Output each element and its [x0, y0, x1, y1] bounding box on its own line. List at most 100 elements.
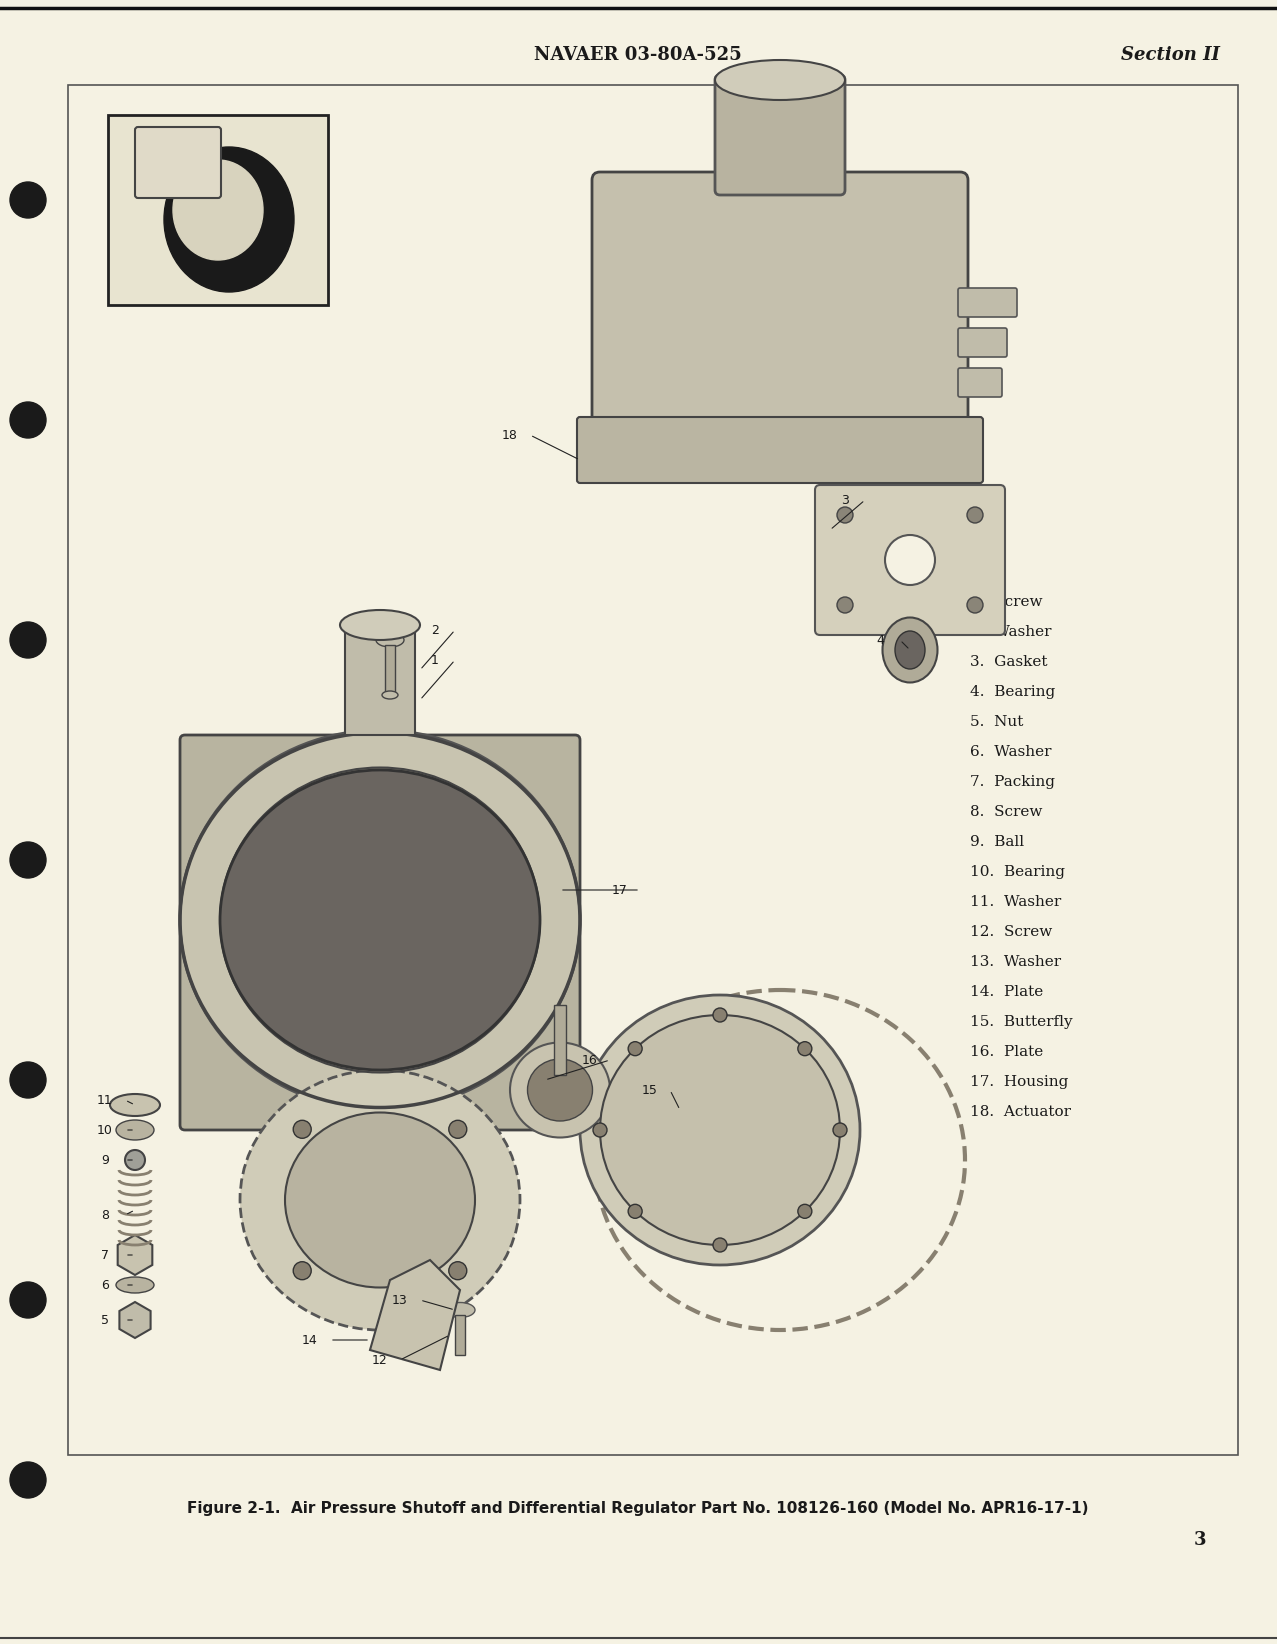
- Ellipse shape: [116, 1277, 155, 1292]
- Text: 3: 3: [1194, 1531, 1207, 1549]
- Text: 16: 16: [582, 1054, 598, 1067]
- Bar: [455, 1315, 465, 1355]
- Ellipse shape: [220, 769, 540, 1070]
- Ellipse shape: [580, 995, 859, 1264]
- Text: 15: 15: [642, 1083, 658, 1097]
- Bar: [68, 85, 1237, 1455]
- Text: 5: 5: [101, 1314, 109, 1327]
- Ellipse shape: [600, 1014, 840, 1245]
- Text: 15.  Butterfly: 15. Butterfly: [971, 1014, 1073, 1029]
- Text: 8: 8: [101, 1208, 109, 1221]
- Circle shape: [10, 1282, 46, 1318]
- Ellipse shape: [180, 730, 580, 1110]
- FancyBboxPatch shape: [815, 485, 1005, 635]
- Ellipse shape: [340, 610, 420, 640]
- Ellipse shape: [510, 1042, 610, 1138]
- Text: 18.  Actuator: 18. Actuator: [971, 1105, 1071, 1120]
- Text: 17.  Housing: 17. Housing: [971, 1075, 1069, 1088]
- Circle shape: [628, 1205, 642, 1218]
- Circle shape: [967, 506, 983, 523]
- Text: 11.  Washer: 11. Washer: [971, 894, 1061, 909]
- Ellipse shape: [110, 1093, 160, 1116]
- FancyBboxPatch shape: [135, 127, 221, 197]
- Text: 13.  Washer: 13. Washer: [971, 955, 1061, 968]
- FancyBboxPatch shape: [593, 173, 968, 449]
- Circle shape: [967, 597, 983, 613]
- Text: 5.  Nut: 5. Nut: [971, 715, 1023, 728]
- Circle shape: [448, 1261, 467, 1279]
- Circle shape: [448, 1120, 467, 1138]
- Text: 14.  Plate: 14. Plate: [971, 985, 1043, 1000]
- Ellipse shape: [375, 633, 404, 648]
- Ellipse shape: [382, 690, 398, 699]
- Text: 4: 4: [876, 633, 884, 646]
- Bar: [384, 644, 395, 695]
- FancyBboxPatch shape: [958, 288, 1016, 317]
- Text: 12.  Screw: 12. Screw: [971, 926, 1052, 939]
- FancyBboxPatch shape: [577, 418, 983, 483]
- Text: 7.  Packing: 7. Packing: [971, 774, 1055, 789]
- Circle shape: [628, 1042, 642, 1055]
- Ellipse shape: [240, 1070, 520, 1330]
- Ellipse shape: [220, 768, 540, 1072]
- Ellipse shape: [715, 59, 845, 100]
- Text: 1: 1: [432, 654, 439, 666]
- Ellipse shape: [882, 618, 937, 682]
- Text: 10.  Bearing: 10. Bearing: [971, 865, 1065, 880]
- Circle shape: [10, 1462, 46, 1498]
- Text: 11: 11: [97, 1093, 112, 1106]
- Text: 10: 10: [97, 1123, 112, 1136]
- FancyBboxPatch shape: [958, 368, 1002, 396]
- Text: Section II: Section II: [1120, 46, 1220, 64]
- Circle shape: [836, 597, 853, 613]
- Text: 13: 13: [392, 1294, 407, 1307]
- Circle shape: [10, 403, 46, 437]
- FancyBboxPatch shape: [958, 329, 1008, 357]
- Circle shape: [798, 1205, 812, 1218]
- Text: 3: 3: [842, 493, 849, 506]
- Ellipse shape: [163, 146, 294, 293]
- Ellipse shape: [444, 1302, 475, 1317]
- FancyBboxPatch shape: [180, 735, 580, 1129]
- Bar: [345, 625, 415, 735]
- Circle shape: [294, 1120, 312, 1138]
- Circle shape: [593, 1123, 607, 1138]
- Circle shape: [10, 182, 46, 219]
- Text: 14: 14: [303, 1333, 318, 1346]
- Polygon shape: [370, 1259, 460, 1369]
- Text: 3.  Gasket: 3. Gasket: [971, 654, 1047, 669]
- FancyBboxPatch shape: [715, 76, 845, 196]
- Text: 6: 6: [101, 1279, 109, 1292]
- Text: 8.  Screw: 8. Screw: [971, 806, 1042, 819]
- Text: 7: 7: [101, 1248, 109, 1261]
- Ellipse shape: [172, 159, 263, 260]
- Bar: [554, 1004, 566, 1075]
- Circle shape: [713, 1238, 727, 1253]
- Circle shape: [798, 1042, 812, 1055]
- Circle shape: [10, 621, 46, 658]
- Text: 6.  Washer: 6. Washer: [971, 745, 1051, 760]
- Circle shape: [294, 1261, 312, 1279]
- Text: 2.  Washer: 2. Washer: [971, 625, 1051, 640]
- Text: 9.  Ball: 9. Ball: [971, 835, 1024, 848]
- Ellipse shape: [285, 1113, 475, 1287]
- Circle shape: [836, 506, 853, 523]
- Text: 1.  Screw: 1. Screw: [971, 595, 1042, 608]
- Circle shape: [885, 534, 935, 585]
- Text: Figure 2-1.  Air Pressure Shutoff and Differential Regulator Part No. 108126-160: Figure 2-1. Air Pressure Shutoff and Dif…: [188, 1501, 1089, 1516]
- Text: NAVAER 03-80A-525: NAVAER 03-80A-525: [534, 46, 742, 64]
- Ellipse shape: [116, 1120, 155, 1139]
- Text: 18: 18: [502, 429, 518, 442]
- Circle shape: [10, 1062, 46, 1098]
- Circle shape: [713, 1008, 727, 1023]
- Circle shape: [125, 1151, 146, 1171]
- Bar: [75, 90, 1234, 1430]
- Circle shape: [10, 842, 46, 878]
- Circle shape: [833, 1123, 847, 1138]
- Text: 16.  Plate: 16. Plate: [971, 1046, 1043, 1059]
- Text: 2: 2: [432, 623, 439, 636]
- Text: 4.  Bearing: 4. Bearing: [971, 686, 1055, 699]
- Text: 9: 9: [101, 1154, 109, 1167]
- Text: 17: 17: [612, 883, 628, 896]
- Ellipse shape: [895, 631, 925, 669]
